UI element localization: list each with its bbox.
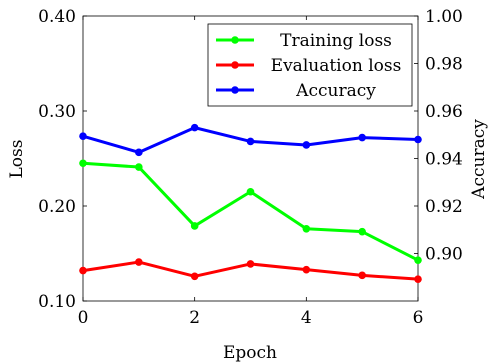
accuracy-point — [79, 132, 87, 140]
accuracy-point — [302, 141, 311, 149]
y-right-tick-label: 0.94 — [425, 150, 463, 170]
y-axis-label-right: Accuracy — [469, 119, 489, 200]
x-tick-label: 6 — [413, 308, 424, 328]
y-right-tick-label: 0.90 — [425, 245, 463, 265]
training-loss-point — [358, 227, 366, 236]
legend-marker-training-loss — [231, 36, 239, 44]
training-loss-point — [302, 225, 311, 233]
legend-marker-accuracy — [231, 86, 239, 94]
y-left-tick-label: 0.10 — [38, 292, 76, 312]
y-left-tick-label: 0.20 — [38, 197, 76, 217]
x-tick-label: 4 — [301, 308, 312, 328]
accuracy-point — [358, 133, 366, 142]
x-tick-label: 2 — [189, 308, 200, 328]
y-axis-label-left: Loss — [7, 140, 27, 179]
evaluation-loss-point — [302, 265, 311, 274]
x-tick-label: 0 — [78, 308, 89, 328]
training-loss-point — [246, 187, 255, 196]
y-right-tick-label: 0.98 — [425, 55, 463, 75]
accuracy-point — [246, 137, 255, 146]
legend-label-evaluation-loss: Evaluation loss — [271, 56, 402, 76]
training-loss-line — [82, 161, 419, 262]
training-loss-point — [79, 159, 87, 168]
accuracy-point — [190, 123, 199, 132]
x-axis-label: Epoch — [223, 343, 277, 363]
accuracy-point — [135, 148, 143, 157]
evaluation-loss-point — [190, 272, 199, 281]
training-loss-point — [190, 222, 199, 230]
y-right-tick-label: 0.92 — [425, 197, 463, 217]
evaluation-loss-point — [358, 271, 366, 280]
legend-label-training-loss: Training loss — [280, 31, 392, 51]
y-left-tick-label: 0.40 — [38, 7, 76, 27]
evaluation-loss-point — [414, 275, 422, 283]
legend-label-accuracy: Accuracy — [295, 81, 376, 101]
training-loss-point — [414, 256, 422, 264]
y-right-tick-label: 0.96 — [425, 102, 463, 122]
evaluation-loss-point — [135, 258, 143, 266]
legend-marker-evaluation-loss — [231, 61, 239, 69]
accuracy-point — [414, 135, 422, 144]
y-left-tick-label: 0.30 — [38, 102, 76, 122]
evaluation-loss-point — [246, 260, 255, 268]
evaluation-loss-point — [79, 266, 87, 275]
training-loss-point — [135, 163, 143, 171]
y-right-tick-label: 1.00 — [425, 7, 463, 27]
